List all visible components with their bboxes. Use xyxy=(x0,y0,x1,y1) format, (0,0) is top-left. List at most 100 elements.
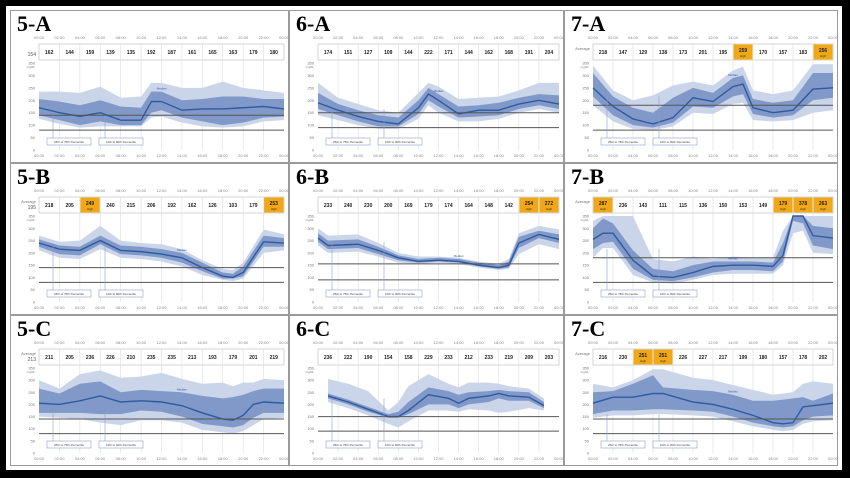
legend-label: 25th to 75th Percentile xyxy=(54,292,84,296)
hourly-average: 249 xyxy=(86,201,95,207)
x-tick-top: 22:00 xyxy=(259,340,270,345)
x-tick-bottom: 00:00 xyxy=(588,153,599,158)
hourly-average: 150 xyxy=(719,203,728,209)
x-tick-top: 00:00 xyxy=(34,340,45,345)
panel-title: 7-A xyxy=(571,11,606,36)
median-line xyxy=(592,392,834,425)
y-tick: 100 xyxy=(307,123,314,128)
x-tick-bottom: 18:00 xyxy=(494,305,505,310)
high-indicator xyxy=(773,197,793,213)
x-tick-bottom: 02:00 xyxy=(333,153,344,158)
y-tick: 100 xyxy=(28,275,35,280)
legend-label: 10th to 90th Percentile xyxy=(385,443,415,447)
x-tick-bottom: 18:00 xyxy=(494,456,505,461)
x-tick-top: 00:00 xyxy=(554,188,563,193)
x-tick-bottom: 04:00 xyxy=(628,305,639,310)
hourly-average: 163 xyxy=(229,50,238,56)
x-tick-top: 08:00 xyxy=(393,340,404,345)
hourly-average: 206 xyxy=(147,203,156,209)
hourly-average: 222 xyxy=(424,50,433,56)
legend-box xyxy=(46,289,92,298)
median-line xyxy=(592,215,834,279)
x-tick-top: 22:00 xyxy=(808,340,819,345)
svg-text:High: High xyxy=(740,54,747,58)
panel-title: 6-A xyxy=(296,11,331,36)
x-tick-bottom: 16:00 xyxy=(474,305,485,310)
y-tick: 200 xyxy=(307,250,314,255)
panel-grid: 00:00 00:00 02:00 02:00 04:00 04:00 06:00 06:00… xyxy=(10,10,838,466)
x-tick-bottom: 04:00 xyxy=(353,153,364,158)
high-indicator xyxy=(793,197,813,213)
x-tick-bottom: 00:00 xyxy=(313,456,324,461)
x-tick-top: 04:00 xyxy=(628,35,639,40)
y-tick: 150 xyxy=(28,414,35,419)
x-tick-bottom: 10:00 xyxy=(413,456,424,461)
panel-title: 5-B xyxy=(17,164,50,189)
hourly-average: 180 xyxy=(759,355,768,361)
y-tick: 0 xyxy=(33,300,36,305)
y-tick: 150 xyxy=(582,414,589,419)
agp-chart: 00:00 00:00 02:00 02:00 04:00 04:00 06:00 06:00… xyxy=(306,35,563,158)
hourly-average: 201 xyxy=(249,355,258,361)
x-tick-bottom: 02:00 xyxy=(608,456,619,461)
agp-chart: 00:00 00:00 02:00 02:00 04:00 04:00 06:00 06:00… xyxy=(575,340,837,461)
x-tick-bottom: 10:00 xyxy=(136,153,147,158)
x-tick-top: 06:00 xyxy=(95,188,106,193)
svg-text:mg/dL: mg/dL xyxy=(27,370,36,374)
x-tick-top: 00:00 xyxy=(554,340,563,345)
x-tick-top: 08:00 xyxy=(668,188,679,193)
high-indicator xyxy=(80,197,100,213)
x-tick-bottom: 22:00 xyxy=(534,456,545,461)
x-tick-bottom: 12:00 xyxy=(708,456,719,461)
average-value: 195 xyxy=(28,205,37,211)
hourly-average: 192 xyxy=(168,203,177,209)
x-tick-bottom: 16:00 xyxy=(474,456,485,461)
panel-6b: 00:00 00:00 02:00 02:00 04:00 04:00 06:00 06:00… xyxy=(289,163,564,315)
agp-chart: 00:00 00:00 02:00 02:00 04:00 04:00 06:00 06:00… xyxy=(21,188,288,310)
hourly-average: 251 xyxy=(639,353,648,359)
x-tick-bottom: 12:00 xyxy=(156,305,167,310)
panel-7a: 00:00 00:00 02:00 02:00 04:00 04:00 06:00 06:00… xyxy=(564,10,838,163)
x-tick-top: 20:00 xyxy=(514,340,525,345)
x-tick-top: 22:00 xyxy=(534,35,545,40)
y-tick: 100 xyxy=(582,426,589,431)
panel-7c: 00:00 00:00 02:00 02:00 04:00 04:00 06:00 06:00… xyxy=(564,315,838,466)
x-tick-bottom: 02:00 xyxy=(333,305,344,310)
hourly-average: 136 xyxy=(699,203,708,209)
x-tick-top: 00:00 xyxy=(588,35,599,40)
svg-text:mg/dL: mg/dL xyxy=(581,370,590,374)
x-tick-top: 20:00 xyxy=(788,188,799,193)
y-tick: 350 xyxy=(307,214,314,219)
x-tick-bottom: 06:00 xyxy=(648,153,659,158)
y-tick: 150 xyxy=(582,110,589,115)
x-tick-top: 04:00 xyxy=(353,188,364,193)
x-tick-top: 06:00 xyxy=(648,340,659,345)
x-tick-top: 12:00 xyxy=(708,340,719,345)
x-tick-top: 22:00 xyxy=(534,340,545,345)
x-tick-bottom: 08:00 xyxy=(393,456,404,461)
x-tick-bottom: 00:00 xyxy=(554,153,563,158)
y-tick: 300 xyxy=(28,73,35,78)
hourly-average: 168 xyxy=(505,50,514,56)
svg-text:High: High xyxy=(640,359,647,363)
hourly-average: 226 xyxy=(679,355,688,361)
hourly-average: 183 xyxy=(799,50,808,56)
x-tick-top: 14:00 xyxy=(177,340,188,345)
x-tick-top: 08:00 xyxy=(393,35,404,40)
x-tick-top: 00:00 xyxy=(279,340,288,345)
agp-chart: 00:00 00:00 02:00 02:00 04:00 04:00 06:00 06:00… xyxy=(575,188,837,310)
x-tick-top: 10:00 xyxy=(413,188,424,193)
x-tick-top: 16:00 xyxy=(197,188,208,193)
x-tick-bottom: 12:00 xyxy=(433,153,444,158)
x-tick-top: 18:00 xyxy=(768,35,779,40)
x-tick-top: 04:00 xyxy=(75,340,86,345)
x-tick-top: 18:00 xyxy=(494,35,505,40)
hourly-average: 162 xyxy=(188,203,197,209)
x-tick-bottom: 08:00 xyxy=(668,456,679,461)
p25-p75-band xyxy=(593,72,833,128)
x-tick-bottom: 20:00 xyxy=(788,305,799,310)
hourly-average: 233 xyxy=(485,355,494,361)
hourly-average: 205 xyxy=(65,355,74,361)
x-tick-bottom: 20:00 xyxy=(788,456,799,461)
average-value: 154 xyxy=(28,52,37,58)
